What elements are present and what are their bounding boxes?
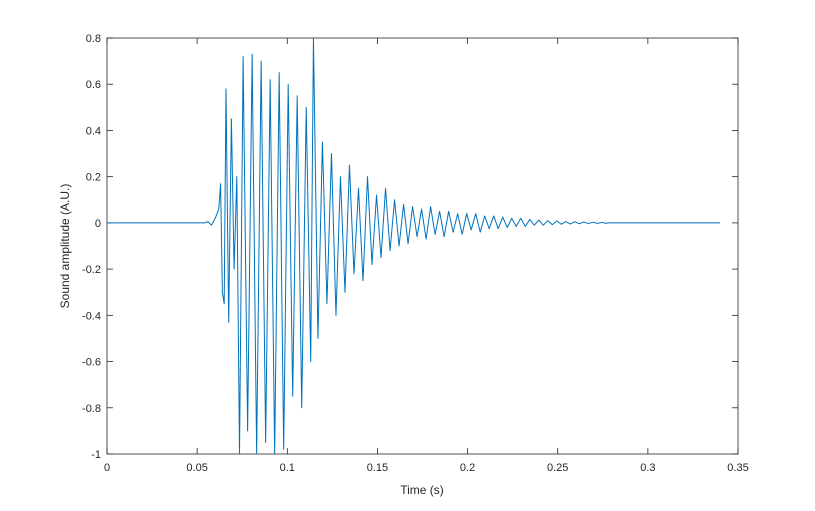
- y-tick-label: -0.2: [82, 264, 101, 276]
- x-tick-label: 0.35: [727, 462, 748, 474]
- y-tick-label: 0.8: [86, 33, 101, 45]
- x-tick-label: 0.2: [460, 462, 475, 474]
- y-tick-label: 0: [95, 218, 101, 230]
- y-tick-label: -0.6: [82, 357, 101, 369]
- x-tick-label: 0.3: [640, 462, 655, 474]
- y-tick-label: 0.4: [86, 125, 101, 137]
- y-tick-label: -0.4: [82, 310, 101, 322]
- waveform-line: [107, 37, 720, 455]
- y-tick-label: -0.8: [82, 403, 101, 415]
- y-tick-label: -1: [91, 449, 101, 461]
- y-tick-label: 0.2: [86, 172, 101, 184]
- x-tick-label: 0: [104, 462, 110, 474]
- x-tick-label: 0.25: [547, 462, 568, 474]
- x-axis-label: Time (s): [400, 483, 444, 497]
- y-axis-label: Sound amplitude (A.U.): [58, 184, 72, 309]
- x-tick-label: 0.05: [186, 462, 207, 474]
- x-tick-label: 0.1: [280, 462, 295, 474]
- y-tick-label: 0.6: [86, 79, 101, 91]
- x-tick-label: 0.15: [367, 462, 388, 474]
- plot-area: [106, 37, 739, 455]
